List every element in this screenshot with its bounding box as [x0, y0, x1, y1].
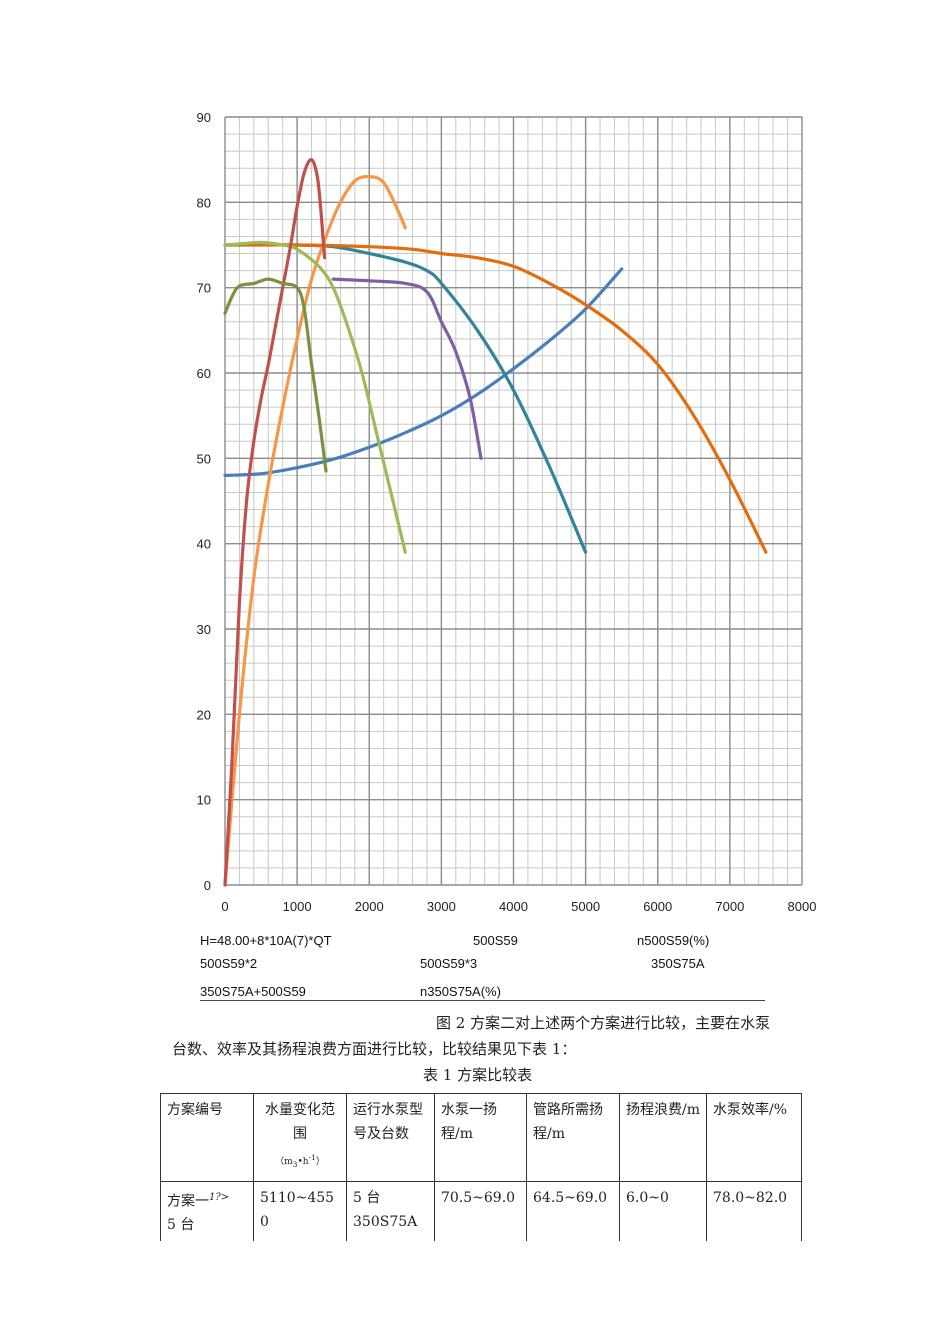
paragraph-line-2: 台数、效率及其扬程浪费方面进行比较，比较结果见下表 1： [172, 1040, 577, 1058]
table-row: 方案一1?> 5 台 5110~4550 5 台 350S75A 70.5~69.0… [160, 1180, 802, 1242]
legend-entry-6: 350S75A [651, 956, 705, 971]
pump-performance-chart: 0 10 20 30 40 50 60 70 80 90 0 1000 2000 3000 4000 500… [197, 110, 817, 914]
x-tick-label: 1000 [283, 899, 312, 914]
y-tick-label: 10 [197, 793, 211, 808]
y-tick-label: 60 [197, 366, 211, 381]
x-tick-label: 5000 [571, 899, 600, 914]
header-pump-efficiency: 水泵效率/% [706, 1093, 802, 1182]
cell-flow-range: 5110~4550 [253, 1180, 347, 1242]
series-line-8 [223, 277, 328, 473]
y-tick-label: 40 [197, 537, 211, 552]
x-axis-ticks: 0 1000 2000 3000 4000 5000 6000 7000 8000 [221, 899, 816, 914]
cell-pump-efficiency: 78.0~82.0 [706, 1180, 802, 1242]
legend-entry-1: H=48.00+8*10A(7)*QT [200, 933, 332, 948]
header-flow-range: 水量变化范围 （m3•h-1） [253, 1093, 347, 1182]
series-layer [223, 158, 768, 887]
y-tick-label: 0 [204, 878, 211, 893]
y-tick-label: 80 [197, 195, 211, 210]
series-line-3 [223, 175, 407, 887]
header-pump-model: 运行水泵型号及台数 [346, 1093, 435, 1182]
series-line-1 [223, 267, 624, 477]
y-tick-label: 20 [197, 707, 211, 722]
x-tick-label: 6000 [643, 899, 672, 914]
x-tick-label: 8000 [788, 899, 817, 914]
cell-scheme-id: 方案一1?> 5 台 [160, 1180, 254, 1242]
table-title: 表 1 方案比较表 [423, 1066, 533, 1084]
paragraph-line-1: 图 2 方案二对上述两个方案进行比较，主要在水泵 [436, 1014, 771, 1032]
y-tick-label: 50 [197, 451, 211, 466]
legend-entry-2: 500S59 [473, 933, 518, 948]
x-tick-label: 4000 [499, 899, 528, 914]
table-header-row: 方案编号 水量变化范围 （m3•h-1） 运行水泵型号及台数 水泵一扬程/m 管… [160, 1093, 802, 1182]
x-tick-label: 3000 [427, 899, 456, 914]
y-tick-label: 30 [197, 622, 211, 637]
y-tick-label: 90 [197, 110, 211, 125]
header-scheme-id: 方案编号 [160, 1093, 254, 1182]
legend-entry-4: 500S59*2 [200, 956, 258, 971]
cell-pump-head: 70.5~69.0 [434, 1180, 527, 1242]
x-tick-label: 7000 [715, 899, 744, 914]
cell-head-waste: 6.0~0 [619, 1180, 707, 1242]
header-pipe-head: 管路所需扬程/m [526, 1093, 620, 1182]
x-tick-label: 0 [221, 899, 228, 914]
major-gridlines [224, 116, 803, 886]
cell-pipe-head: 64.5~69.0 [526, 1180, 620, 1242]
y-tick-label: 70 [197, 281, 211, 296]
comparison-table: 方案编号 水量变化范围 （m3•h-1） 运行水泵型号及台数 水泵一扬程/m 管… [160, 1093, 802, 1242]
legend-entry-5: 500S59*3 [420, 956, 478, 971]
legend-entry-8: n350S75A(%) [420, 984, 501, 999]
legend-divider [200, 1000, 765, 1001]
y-axis-ticks: 0 10 20 30 40 50 60 70 80 90 [197, 110, 211, 893]
legend-entry-7: 350S75A+500S59 [200, 984, 306, 999]
cell-pump-model: 5 台 350S75A [346, 1180, 435, 1242]
series-line-4 [223, 243, 768, 554]
series-line-6 [223, 240, 407, 554]
series-line-2 [223, 243, 588, 554]
header-pump-head: 水泵一扬程/m [434, 1093, 527, 1182]
legend-entry-3: n500S59(%) [637, 933, 710, 948]
x-tick-label: 2000 [355, 899, 384, 914]
series-line-5 [331, 277, 483, 460]
series-line-7 [223, 158, 327, 887]
header-head-waste: 扬程浪费/m [619, 1093, 707, 1182]
